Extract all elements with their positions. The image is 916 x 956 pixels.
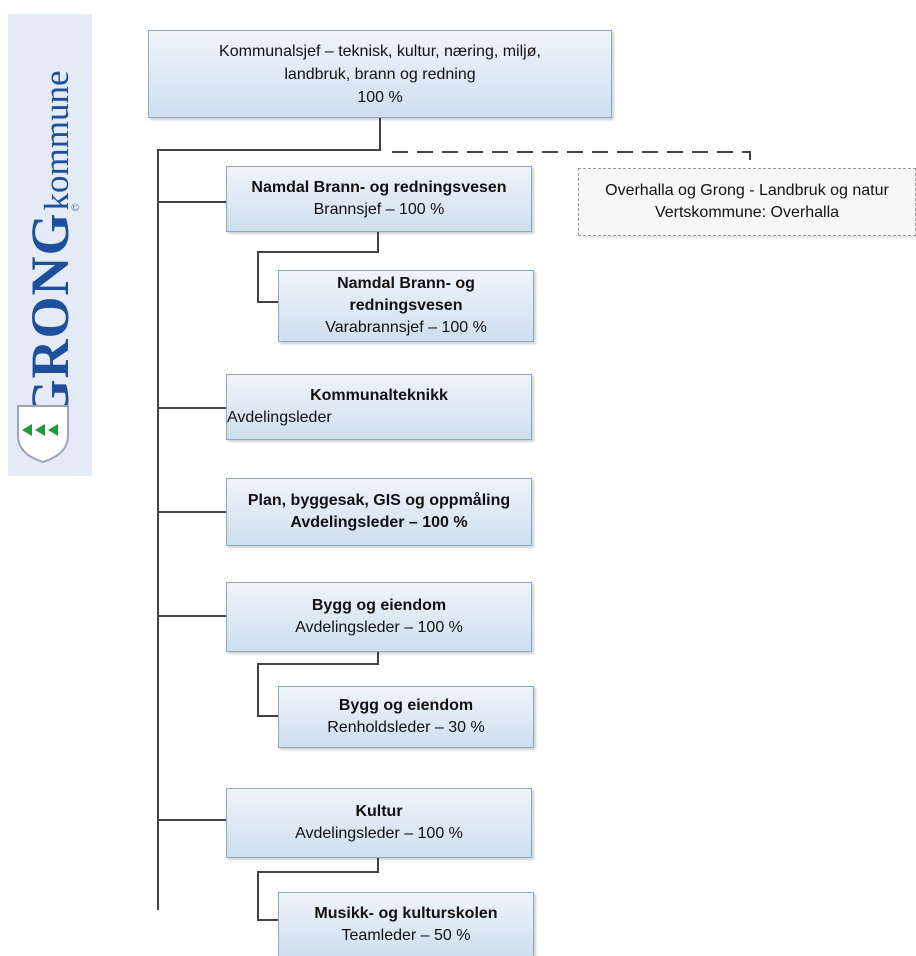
unit-role: Brannsjef – 100 % (313, 201, 445, 218)
unit-role: Avdelingsleder – 100 % (295, 825, 463, 842)
unit-box-renholdsleder: Bygg og eiendom Renholdsleder – 30 % (278, 686, 534, 748)
unit-box-brannsjef: Namdal Brann- og redningsvesen Brannsjef… (226, 166, 532, 232)
unit-title: Musikk- og kulturskolen (314, 904, 498, 922)
coat-of-arms-icon (17, 405, 69, 464)
unit-title: Plan, byggesak, GIS og oppmåling (247, 492, 511, 509)
unit-title: Namdal Brann- og redningsvesen (337, 275, 475, 314)
top-position-box: Kommunalsjef – teknisk, kultur, næring, … (148, 30, 612, 118)
unit-box-varabrannsjef: Namdal Brann- og redningsvesen Varabrann… (278, 270, 534, 342)
unit-title: Kultur (355, 803, 403, 820)
unit-role: Renholdsleder – 30 % (327, 719, 485, 736)
unit-box-plan-byggesak: Plan, byggesak, GIS og oppmåling Avdelin… (226, 478, 532, 546)
unit-role: Avdelingsleder (227, 409, 332, 426)
unit-box-kultur: Kultur Avdelingsleder – 100 % (226, 788, 532, 858)
external-line-2: Vertskommune: Overhalla (654, 204, 840, 221)
dashed-link-line (392, 151, 751, 166)
logo-panel: GRONGkommune © (8, 14, 92, 476)
unit-role: Avdelingsleder – 100 % (290, 514, 468, 531)
unit-role: Varabrannsjef – 100 % (325, 319, 487, 336)
external-partner-box: Overhalla og Grong - Landbruk og natur V… (578, 168, 916, 236)
unit-role: Teamleder – 50 % (341, 926, 471, 944)
unit-box-kommunalteknikk: Kommunalteknikk Avdelingsleder (226, 374, 532, 440)
copyright-mark: © (71, 202, 80, 214)
unit-title: Bygg og eiendom (311, 597, 447, 614)
external-line-1: Overhalla og Grong - Landbruk og natur (605, 182, 889, 199)
unit-role: Avdelingsleder – 100 % (295, 619, 463, 636)
unit-box-bygg-eiendom: Bygg og eiendom Avdelingsleder – 100 % (226, 582, 532, 652)
top-line-1: Kommunalsjef – teknisk, kultur, næring, … (219, 42, 541, 60)
unit-title: Namdal Brann- og redningsvesen (251, 179, 507, 196)
unit-title: Bygg og eiendom (338, 697, 474, 714)
unit-title: Kommunalteknikk (310, 387, 448, 404)
unit-box-kulturskolen: Musikk- og kulturskolen Teamleder – 50 % (278, 892, 534, 956)
top-line-2: landbruk, brann og redning (284, 65, 476, 83)
main-trunk-line (157, 118, 381, 910)
top-line-3: 100 % (357, 88, 403, 106)
